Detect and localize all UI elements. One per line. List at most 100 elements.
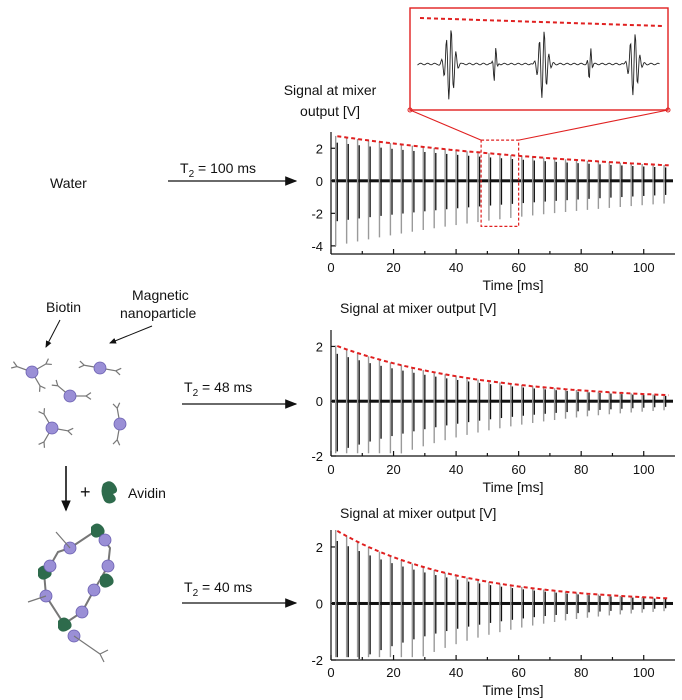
nanoparticle-icon (45, 421, 59, 435)
y-tick-label: 0 (316, 174, 323, 189)
nanoparticle-icon (101, 559, 115, 573)
zoom-region-box (480, 139, 520, 227)
x-axis-label: Time [ms] (483, 682, 544, 698)
nanoparticle-with-biotin (78, 360, 122, 376)
biotin-label: Biotin (46, 299, 81, 315)
x-tick-label: 100 (633, 260, 655, 275)
x-tick-label: 20 (386, 665, 400, 680)
biotin-branch (85, 395, 92, 400)
chart-avidin: 0 20 40 60 80 100 -2 0 2 Time [ms] (311, 529, 675, 698)
svg-text:T2 = 48 ms: T2 = 48 ms (184, 379, 252, 399)
t2-subscript: 2 (189, 169, 195, 180)
svg-text:T2 = 40 ms: T2 = 40 ms (184, 579, 252, 599)
avidin-label: Avidin (128, 485, 166, 501)
biotin-branch (11, 365, 18, 369)
biotin-branch (67, 427, 74, 432)
x-tick-label: 80 (574, 260, 588, 275)
t2-value: = 40 ms (198, 579, 252, 595)
biotin-branch (79, 360, 85, 366)
x-tick-label: 60 (511, 462, 525, 477)
clustered-nanoparticles-illustration (27, 523, 115, 663)
magnetic-label-line1: Magnetic (132, 287, 189, 303)
t2-symbol: T (184, 579, 193, 595)
biotin-branch (78, 364, 85, 369)
x-tick-label: 60 (511, 260, 525, 275)
x-tick-label: 40 (449, 260, 463, 275)
plus-sign: + (80, 482, 91, 502)
biotin-pointer (45, 319, 61, 348)
biotin-branch (99, 649, 109, 655)
inset-waveform (417, 30, 660, 100)
x-tick-label: 0 (327, 462, 334, 477)
nanoparticle-icon (63, 389, 77, 403)
biotin-branch (116, 439, 121, 446)
inset-connector-right (518, 109, 669, 141)
y-tick-label: -4 (311, 239, 323, 254)
biotin-branch (85, 392, 92, 397)
linker (27, 595, 47, 603)
y-tick-label: 2 (316, 141, 323, 156)
chart1-title-line1: Signal at mixer (284, 82, 377, 98)
t2-symbol: T (184, 379, 193, 395)
chart2-title: Signal at mixer output [V] (340, 300, 496, 316)
free-nanoparticles-illustration (11, 358, 127, 448)
avidin-icon (91, 523, 105, 538)
nanoparticle-icon (43, 559, 57, 573)
magnetic-label-line2: nanoparticle (120, 305, 196, 321)
nanoparticle-icon (75, 605, 89, 619)
y-tick-label: -2 (311, 449, 323, 464)
x-tick-label: 60 (511, 665, 525, 680)
x-tick-label: 40 (449, 462, 463, 477)
nanoparticle-with-biotin (11, 358, 52, 392)
avidin-icon (58, 617, 72, 632)
nanoparticle-with-biotin (112, 402, 127, 446)
x-tick-label: 0 (327, 665, 334, 680)
baseline-noise (332, 179, 673, 183)
x-axis-label: Time [ms] (483, 277, 544, 293)
water-label: Water (50, 175, 87, 191)
inset-connector-left (409, 109, 482, 141)
y-tick-label: 0 (316, 596, 323, 611)
x-axis-label: Time [ms] (483, 479, 544, 495)
t2-subscript: 2 (193, 588, 199, 599)
t2-arrow-avidin: T2 = 40 ms (182, 579, 298, 608)
nanoparticle-pointer (109, 325, 153, 344)
nanoparticle-icon (87, 583, 101, 597)
nanoparticle-icon (25, 365, 39, 379)
y-tick-label: 0 (316, 394, 323, 409)
chart-biotin: 0 20 40 60 80 100 -2 0 2 Time [ms] (311, 330, 675, 495)
chart1-title-line2: output [V] (300, 103, 360, 119)
avidin-icon (100, 573, 114, 588)
x-tick-label: 20 (386, 462, 400, 477)
inset-corner-dot (407, 107, 413, 113)
y-tick-label: 2 (316, 540, 323, 555)
x-tick-label: 80 (574, 462, 588, 477)
biotin-branch (12, 361, 18, 367)
avidin-icon (101, 481, 118, 504)
inset-corner-dot (665, 107, 671, 113)
biotin-branch (112, 403, 118, 409)
envelope-fit (336, 530, 669, 600)
biotin-branch (115, 370, 121, 376)
t2-arrow-biotin: T2 = 48 ms (182, 379, 298, 409)
biotin-branch (99, 653, 105, 663)
envelope-fit (336, 345, 669, 397)
signal-trace (332, 345, 673, 454)
linker (55, 531, 71, 549)
biotin-branch (55, 379, 59, 386)
nanoparticle-with-biotin (38, 408, 74, 448)
biotin-branch (116, 402, 121, 409)
inset-zoom (407, 7, 671, 141)
signal-trace (332, 529, 673, 660)
y-tick-label: 2 (316, 339, 323, 354)
biotin-branch (38, 441, 45, 445)
t2-symbol: T (180, 160, 189, 176)
x-tick-label: 20 (386, 260, 400, 275)
y-tick-label: -2 (311, 206, 323, 221)
y-tick-label: -2 (311, 653, 323, 668)
inset-envelope (419, 17, 663, 27)
biotin-branch (39, 385, 46, 389)
t2-arrow-water: T2 = 100 ms (168, 160, 298, 186)
x-tick-label: 100 (633, 462, 655, 477)
